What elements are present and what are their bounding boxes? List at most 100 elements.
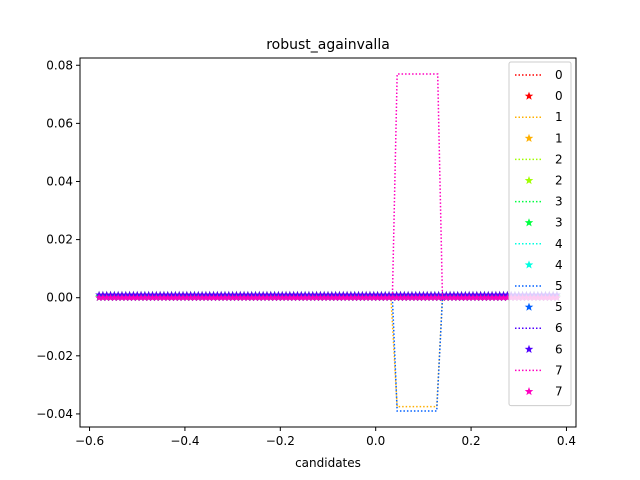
- series-point: [270, 293, 279, 301]
- series-point: [217, 293, 225, 301]
- series-point: [389, 293, 397, 301]
- series-point: [476, 293, 485, 301]
- legend-marker-swatch: [524, 260, 534, 269]
- series-point: [362, 293, 370, 301]
- series-point: [328, 293, 336, 301]
- series-point: [236, 293, 245, 301]
- series-point: [167, 293, 176, 301]
- legend-marker-swatch: [524, 91, 534, 100]
- legend-marker-swatch: [524, 133, 534, 142]
- series-point: [423, 293, 431, 301]
- series-point: [369, 293, 378, 301]
- series-point: [404, 293, 412, 301]
- series-point: [453, 293, 462, 301]
- series-point: [400, 293, 409, 301]
- legend-label: 5: [555, 279, 563, 293]
- x-tick-label: 0.2: [462, 434, 481, 448]
- legend-marker-swatch: [524, 387, 534, 396]
- series-point: [408, 293, 416, 301]
- series-point: [316, 293, 325, 301]
- legend-item: 1: [515, 110, 563, 124]
- legend-item: 2: [515, 152, 563, 166]
- series-point: [335, 293, 344, 301]
- x-axis-label: candidates: [295, 456, 361, 470]
- x-tick-label: −0.2: [266, 434, 295, 448]
- series-point: [278, 293, 287, 301]
- series-point: [144, 293, 153, 301]
- legend-item: 4: [515, 237, 563, 251]
- series-point: [286, 293, 294, 301]
- series-point: [118, 293, 126, 301]
- series-point: [221, 293, 229, 301]
- legend-label: 7: [555, 385, 563, 399]
- legend-item: 5: [515, 279, 563, 293]
- y-tick-label: −0.04: [36, 407, 73, 421]
- series-point: [308, 293, 317, 301]
- series-point: [152, 293, 161, 301]
- series-point: [377, 293, 386, 301]
- series-point: [347, 293, 355, 301]
- series-point: [457, 293, 466, 301]
- legend-label: 0: [555, 89, 563, 103]
- series-point: [129, 293, 138, 301]
- series-point: [99, 293, 107, 301]
- legend-label: 3: [555, 216, 563, 230]
- series-point: [427, 293, 435, 301]
- series-point: [480, 293, 489, 301]
- x-tick-label: 0.4: [557, 434, 576, 448]
- chart-title: robust_againvalla: [266, 37, 390, 53]
- y-axis: −0.04 −0.02 0.00 0.02 0.04 0.06 0.08: [36, 58, 80, 421]
- series-point: [488, 293, 496, 301]
- series-point: [446, 293, 454, 301]
- series-point: [469, 293, 477, 301]
- series-point: [331, 293, 340, 301]
- series-point: [305, 293, 313, 301]
- series-point: [259, 293, 267, 301]
- legend-label: 7: [555, 363, 563, 377]
- series-point: [438, 293, 447, 301]
- series-point: [495, 293, 504, 301]
- series-point: [95, 293, 103, 301]
- series-point: [492, 293, 500, 301]
- series-point: [240, 293, 248, 301]
- series-point: [141, 293, 149, 301]
- series-point: [434, 293, 443, 301]
- y-tick-label: 0.00: [46, 291, 73, 305]
- legend-item: 6: [515, 321, 563, 335]
- series-point: [450, 293, 458, 301]
- series-point: [156, 293, 164, 301]
- series-point: [396, 293, 405, 301]
- series-point: [194, 293, 203, 301]
- series-point: [244, 293, 252, 301]
- legend-item: 1: [524, 131, 563, 145]
- series-point: [255, 293, 264, 301]
- legend-item: 2: [524, 174, 563, 188]
- series-point: [121, 293, 130, 301]
- y-tick-label: 0.08: [46, 58, 73, 72]
- series-point: [343, 293, 351, 301]
- series-point: [320, 293, 328, 301]
- legend-label: 5: [555, 300, 563, 314]
- legend-item: 0: [524, 89, 563, 103]
- series-point: [225, 293, 233, 301]
- legend-label: 4: [555, 258, 563, 272]
- series-point: [266, 293, 275, 301]
- series-point: [247, 293, 256, 301]
- series-point: [213, 293, 222, 301]
- series-point: [324, 293, 332, 301]
- series-point: [137, 293, 145, 301]
- series-point: [354, 293, 363, 301]
- series-point: [171, 293, 180, 301]
- y-tick-label: 0.02: [46, 233, 73, 247]
- legend-label: 6: [555, 342, 563, 356]
- legend-item: 7: [515, 363, 563, 377]
- series-point: [301, 293, 309, 301]
- series-point: [209, 293, 218, 301]
- legend-label: 1: [555, 131, 563, 145]
- series-point: [431, 293, 439, 301]
- plot-frame: [79, 57, 577, 428]
- series-point: [179, 293, 187, 301]
- series-point: [312, 293, 321, 301]
- series-point: [419, 293, 428, 301]
